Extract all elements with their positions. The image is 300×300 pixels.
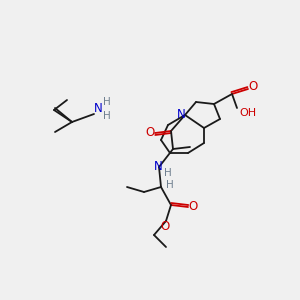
Text: O: O bbox=[248, 80, 258, 94]
Text: N: N bbox=[154, 160, 162, 172]
Text: O: O bbox=[188, 200, 198, 214]
Text: O: O bbox=[146, 127, 154, 140]
Text: O: O bbox=[160, 220, 169, 232]
Text: H: H bbox=[166, 180, 174, 190]
Text: H: H bbox=[103, 111, 111, 121]
Text: N: N bbox=[94, 103, 102, 116]
Text: N: N bbox=[177, 107, 185, 121]
Text: OH: OH bbox=[239, 108, 256, 118]
Text: H: H bbox=[164, 168, 172, 178]
Text: H: H bbox=[103, 97, 111, 107]
